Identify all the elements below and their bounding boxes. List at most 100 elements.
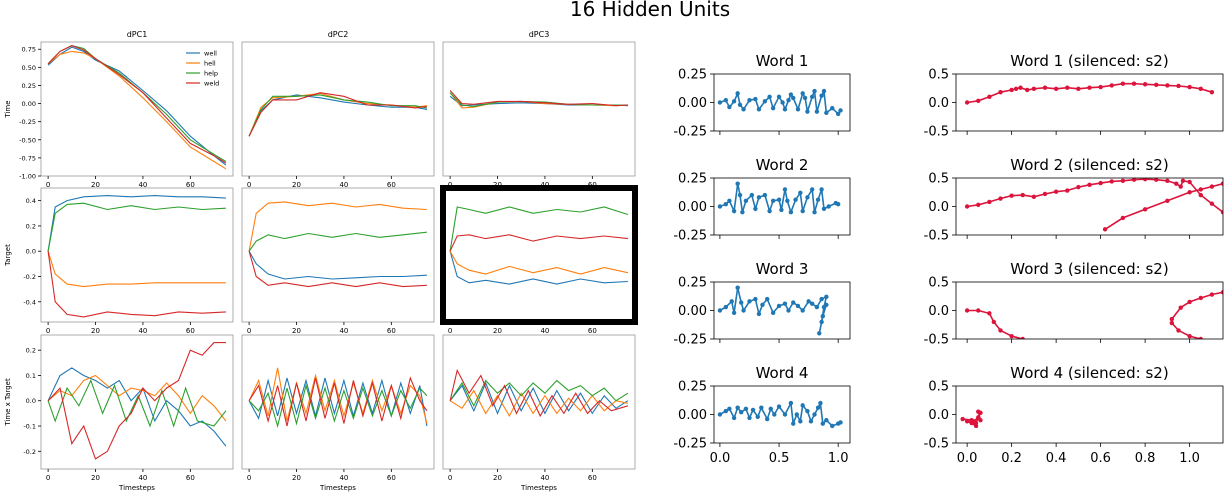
- trace-point: [1209, 90, 1215, 95]
- x-tick-label: 40: [339, 474, 348, 482]
- y-tick-label: 0.1: [26, 372, 36, 380]
- trace-point: [976, 98, 981, 103]
- word-frame: [713, 385, 851, 444]
- word-title: Word 1: [756, 52, 809, 70]
- y-tick-label: -0.5: [924, 333, 949, 348]
- trace-point: [729, 299, 734, 304]
- x-tick-label: 20: [91, 327, 100, 335]
- y-tick-label: 0.2: [26, 347, 36, 355]
- trace-point: [779, 207, 784, 213]
- trace-point: [1187, 333, 1192, 339]
- trace-point: [826, 204, 831, 209]
- trace-point: [788, 92, 794, 97]
- y-tick-label: -0.5: [924, 125, 949, 140]
- trace-point: [780, 100, 785, 105]
- trace-point: [1020, 336, 1025, 339]
- trace-point: [1109, 179, 1114, 184]
- trace-point: [747, 98, 752, 103]
- dpc-panel: 0 20 40 60 Timesteps: [442, 334, 636, 492]
- y-tick-label: 0.75: [22, 46, 36, 54]
- trace-point: [1178, 305, 1183, 310]
- trace-point: [1053, 86, 1059, 92]
- x-axis-label: Timesteps: [118, 484, 155, 492]
- trace-point: [1065, 188, 1070, 193]
- word-trace-group: [717, 181, 841, 215]
- trace-point: [808, 419, 814, 424]
- trace-point: [731, 310, 737, 315]
- x-tick-label: 0.2: [1001, 451, 1022, 466]
- trace-point: [1209, 201, 1215, 206]
- series-line-help: [449, 206, 629, 252]
- trace-point: [735, 91, 740, 96]
- x-tick-label: 40: [339, 181, 348, 189]
- y-tick-label: -0.5: [924, 229, 949, 244]
- series-line-weld: [47, 342, 226, 460]
- trace-point: [800, 208, 805, 214]
- trace-point: [735, 405, 740, 410]
- series-line-hell: [248, 367, 428, 424]
- panel-frame: [241, 41, 435, 177]
- trace-point: [776, 303, 782, 309]
- trace-point: [786, 98, 791, 103]
- word-panel: Word 4 (silenced: s2) 0.5 0.0 -0.5 0.0 0.2 0.4…: [924, 364, 1224, 466]
- x-tick-label: 0: [46, 327, 50, 335]
- trace-point: [978, 410, 983, 415]
- x-tick-label: 40: [540, 327, 549, 335]
- trace-point: [1142, 178, 1148, 182]
- x-tick-label: 60: [387, 474, 396, 482]
- trace-point: [755, 414, 760, 419]
- trace-point: [786, 308, 791, 313]
- x-tick-label: 0: [448, 327, 452, 335]
- trace-point: [1042, 191, 1048, 197]
- y-tick-label: 0.00: [678, 408, 707, 423]
- y-tick-label: 0.0: [928, 200, 949, 215]
- word-trace-extra: [1171, 291, 1223, 320]
- x-tick-label: 60: [186, 181, 195, 189]
- trace-point: [782, 107, 788, 112]
- trace-point: [1198, 336, 1203, 339]
- dpc-column-title: dPC1: [127, 30, 148, 39]
- trace-point: [820, 314, 825, 319]
- trace-point: [973, 420, 979, 426]
- trace-point: [740, 210, 745, 215]
- trace-point: [824, 302, 829, 307]
- trace-point: [1176, 328, 1181, 333]
- word-trace-extra: [1104, 182, 1223, 230]
- word-frame: [955, 385, 1224, 444]
- word-title: Word 1 (silenced: s2): [1010, 52, 1168, 70]
- word-trace-group: [960, 409, 983, 429]
- trace-point: [1087, 85, 1092, 90]
- trace-point: [821, 88, 827, 94]
- series-line-weld: [47, 45, 227, 164]
- trace-point: [782, 412, 788, 417]
- word-panel: Word 1 (silenced: s2) 0.5 0.0 -0.5: [924, 52, 1224, 140]
- trace-point: [767, 208, 772, 214]
- y-tick-label: -0.2: [23, 448, 36, 456]
- trace-point: [1154, 178, 1159, 182]
- y-tick-label: -0.50: [19, 136, 36, 144]
- trace-point: [812, 412, 817, 417]
- y-tick-label: -0.25: [673, 125, 707, 140]
- word-frame: [955, 73, 1224, 132]
- trace-point: [735, 285, 740, 290]
- trace-point: [815, 197, 821, 202]
- trace-point: [749, 192, 755, 198]
- trace-point: [800, 91, 805, 96]
- trace-point: [1013, 86, 1019, 92]
- word-trace: [967, 309, 1024, 339]
- panel-frame: [40, 187, 234, 323]
- trace-point: [814, 304, 820, 310]
- word-title: Word 2: [756, 156, 809, 174]
- trace-point: [776, 197, 782, 202]
- word-panel: Word 3 (silenced: s2) 0.5 0.0 -0.5: [924, 260, 1224, 348]
- trace-point: [760, 302, 765, 307]
- x-tick-label: 20: [292, 327, 301, 335]
- trace-point: [795, 303, 801, 309]
- word-title: Word 4 (silenced: s2): [1010, 364, 1168, 382]
- y-tick-label: 0.5: [928, 380, 949, 395]
- trace-point: [819, 93, 824, 98]
- series-line-weld: [47, 251, 226, 318]
- trace-point: [776, 404, 782, 409]
- trace-point: [1220, 290, 1223, 295]
- trace-point: [1198, 86, 1203, 92]
